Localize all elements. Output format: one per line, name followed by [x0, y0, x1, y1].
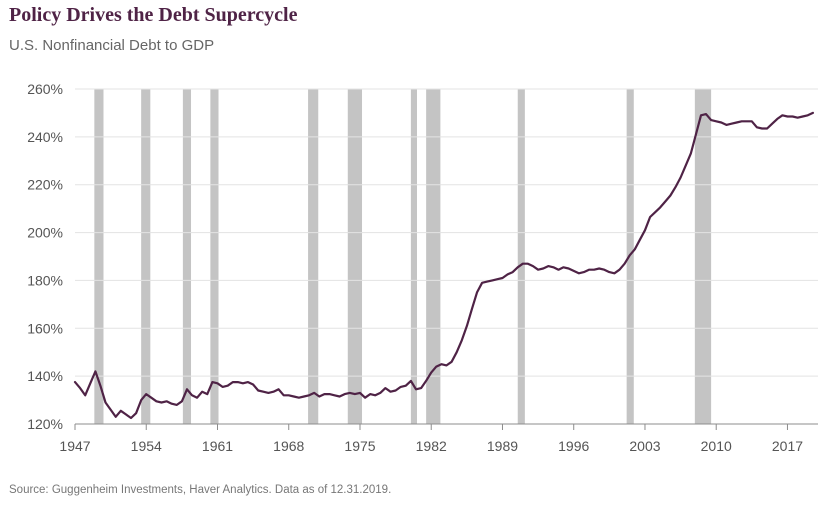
series-line	[73, 111, 815, 420]
y-tick-label: 240%	[27, 129, 63, 145]
y-tick-label: 140%	[27, 368, 63, 384]
tick-labels: 1947 1954 1961 1968 1975 1982 1989 1996 2003 2010…	[27, 81, 803, 454]
x-tick-label: 1954	[131, 438, 162, 454]
recession-band	[410, 89, 417, 424]
y-tick-label: 180%	[27, 272, 63, 288]
recession-band	[517, 89, 525, 424]
recession-band	[182, 89, 192, 424]
y-tick-label: 260%	[27, 81, 63, 97]
recession-band	[426, 89, 441, 424]
x-tick-label: 1982	[416, 438, 447, 454]
y-tick-label: 220%	[27, 177, 63, 193]
recession-band	[694, 89, 712, 424]
recession-band	[210, 89, 219, 424]
x-tick-label: 2017	[772, 438, 803, 454]
axes	[74, 423, 818, 430]
recession-band	[94, 89, 104, 424]
recession-bands	[94, 89, 712, 424]
y-tick-label: 120%	[27, 416, 63, 432]
x-tick-label: 1961	[202, 438, 233, 454]
recession-band	[308, 89, 319, 424]
source-note: Source: Guggenheim Investments, Haver An…	[9, 484, 392, 496]
y-tick-label: 160%	[27, 320, 63, 336]
x-tick-label: 1947	[59, 438, 90, 454]
series-line-group	[73, 111, 815, 420]
x-tick-label: 1975	[344, 438, 375, 454]
x-tick-label: 1968	[273, 438, 304, 454]
recession-band	[141, 89, 151, 424]
recession-band	[347, 89, 363, 424]
chart-title: Policy Drives the Debt Supercycle	[9, 4, 298, 26]
x-tick-label: 2003	[629, 438, 660, 454]
y-tick-label: 200%	[27, 225, 63, 241]
x-tick-label: 1996	[558, 438, 589, 454]
x-tick-label: 2010	[701, 438, 732, 454]
chart-subtitle: U.S. Nonfinancial Debt to GDP	[9, 37, 215, 54]
x-tick-label: 1989	[487, 438, 518, 454]
